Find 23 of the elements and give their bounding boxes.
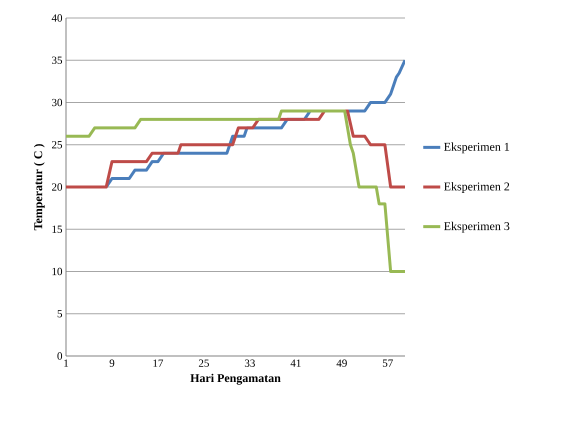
x-tick-label: 25 — [198, 360, 209, 367]
x-axis-title: Hari Pengamatan — [190, 374, 281, 385]
y-tick-label: 40 — [52, 14, 62, 22]
y-tick-label: 35 — [52, 56, 62, 64]
y-tick-label: 30 — [52, 98, 62, 106]
x-tick-label: 17 — [153, 360, 164, 367]
x-tick-label: 9 — [110, 360, 114, 367]
y-tick-label: 10 — [52, 268, 62, 276]
x-tick-label: 49 — [336, 360, 347, 367]
x-tick-label: 57 — [382, 360, 393, 367]
x-tick-label: 33 — [244, 360, 255, 367]
y-tick-label: 25 — [52, 141, 62, 148]
legend-label: Eksperimen 1 — [444, 142, 510, 154]
y-tick-label: 0 — [57, 352, 62, 360]
y-tick-label: 20 — [52, 183, 62, 191]
x-tick-label: 41 — [290, 360, 301, 367]
legend-label: Eksperimen 2 — [444, 182, 510, 193]
line-series — [66, 109, 405, 273]
legend-label: Eksperimen 3 — [444, 222, 510, 233]
y-axis-title: Temperatur ( C ) — [34, 144, 45, 230]
y-tick-label: 5 — [58, 310, 62, 318]
y-tick-label: 15 — [52, 226, 62, 233]
x-tick-label: 1 — [64, 360, 68, 367]
